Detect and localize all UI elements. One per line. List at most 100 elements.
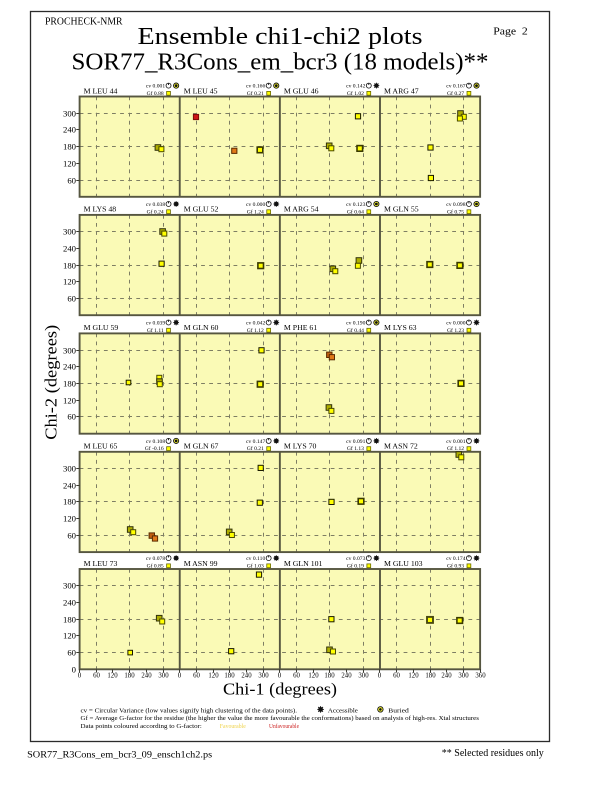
svg-text:M LEU 73: M LEU 73 (84, 559, 118, 568)
svg-text:Accessible: Accessible (328, 708, 358, 715)
svg-text:M GLU 52: M GLU 52 (184, 205, 219, 214)
svg-text:360: 360 (475, 673, 486, 680)
svg-text:300: 300 (63, 227, 77, 237)
svg-text:Gf = Average G-factor for the: Gf = Average G-factor for the residue (t… (81, 715, 480, 722)
svg-text:180: 180 (63, 615, 77, 625)
svg-text:Gf 1.23: Gf 1.23 (447, 327, 464, 334)
svg-text:cv = Circular Variance (low va: cv = Circular Variance (low values signi… (81, 708, 298, 715)
svg-text:cv 0.001: cv 0.001 (446, 439, 465, 445)
svg-text:M ASN 99: M ASN 99 (184, 559, 218, 568)
svg-text:0: 0 (278, 673, 282, 680)
svg-text:60: 60 (67, 294, 76, 304)
svg-text:cv 0.098: cv 0.098 (446, 202, 465, 208)
svg-text:240: 240 (63, 244, 77, 254)
svg-text:60: 60 (67, 176, 76, 186)
svg-text:180: 180 (124, 673, 135, 680)
svg-text:Buried: Buried (388, 708, 410, 715)
svg-text:120: 120 (107, 673, 118, 680)
svg-text:M LYS 48: M LYS 48 (84, 205, 117, 214)
svg-text:M GLN 60: M GLN 60 (184, 323, 219, 332)
svg-text:Data points coloured according: Data points coloured according to G-fact… (81, 723, 203, 730)
svg-text:cv 0.108: cv 0.108 (146, 439, 165, 445)
svg-text:300: 300 (358, 673, 369, 680)
svg-text:240: 240 (63, 362, 77, 372)
svg-text:cv 0.091: cv 0.091 (346, 439, 365, 445)
svg-text:60: 60 (67, 531, 76, 541)
svg-text:Page 2: Page 2 (493, 27, 528, 38)
svg-text:M ARG 54: M ARG 54 (284, 205, 319, 214)
svg-text:Ensemble chi1-chi2 plots: Ensemble chi1-chi2 plots (138, 23, 423, 50)
svg-text:Gf 1.03: Gf 1.03 (247, 562, 264, 569)
svg-text:SOR77_R3Cons_em_bcr3 (18 model: SOR77_R3Cons_em_bcr3 (18 models)** (72, 49, 489, 76)
svg-text:Gf 0.19: Gf 0.19 (347, 562, 364, 569)
svg-text:240: 240 (141, 673, 152, 680)
svg-text:Gf 0.93: Gf 0.93 (447, 562, 464, 569)
svg-text:60: 60 (67, 648, 76, 658)
svg-text:300: 300 (458, 673, 469, 680)
svg-text:cv 0.142: cv 0.142 (346, 84, 365, 90)
svg-text:Favourable: Favourable (220, 723, 246, 730)
svg-text:300: 300 (63, 109, 77, 119)
svg-text:240: 240 (441, 673, 452, 680)
svg-text:Unfavourable: Unfavourable (269, 723, 299, 730)
svg-text:M GLN 67: M GLN 67 (184, 442, 219, 451)
svg-text:60: 60 (293, 673, 300, 680)
svg-text:Gf 0.85: Gf 0.85 (147, 562, 164, 569)
svg-text:Gf 1.24: Gf 1.24 (247, 208, 264, 215)
svg-text:M ARG 47: M ARG 47 (384, 86, 419, 95)
svg-text:180: 180 (425, 673, 436, 680)
svg-text:cv 0.073: cv 0.073 (346, 556, 365, 562)
svg-text:240: 240 (241, 673, 252, 680)
svg-text:300: 300 (258, 673, 269, 680)
svg-text:cv 0.174: cv 0.174 (446, 556, 465, 562)
svg-text:cv 0.001: cv 0.001 (146, 84, 165, 90)
svg-text:Gf 0.88: Gf 0.88 (147, 90, 164, 97)
svg-text:cv 0.167: cv 0.167 (446, 84, 465, 90)
svg-text:cv 0.078: cv 0.078 (146, 556, 165, 562)
svg-text:M GLN 101: M GLN 101 (284, 559, 323, 568)
svg-text:Gf 0.75: Gf 0.75 (447, 208, 464, 215)
svg-text:cv 0.038: cv 0.038 (146, 202, 165, 208)
svg-text:0: 0 (378, 673, 382, 680)
svg-text:120: 120 (308, 673, 319, 680)
svg-text:240: 240 (63, 481, 77, 491)
svg-text:M ASN 72: M ASN 72 (384, 442, 418, 451)
svg-text:Gf 1.13: Gf 1.13 (347, 445, 364, 452)
svg-text:M GLU 46: M GLU 46 (284, 86, 319, 95)
svg-text:120: 120 (63, 159, 77, 169)
svg-text:Gf 1.12: Gf 1.12 (447, 445, 464, 452)
svg-text:60: 60 (193, 673, 200, 680)
svg-text:cv 0.039: cv 0.039 (146, 321, 165, 327)
svg-text:0: 0 (178, 673, 182, 680)
svg-text:M LEU 44: M LEU 44 (84, 86, 118, 95)
svg-text:M LEU 65: M LEU 65 (84, 442, 118, 451)
svg-text:M GLU 103: M GLU 103 (384, 559, 423, 568)
svg-text:Chi-2 (degrees): Chi-2 (degrees) (42, 325, 61, 440)
svg-text:240: 240 (63, 598, 77, 608)
svg-text:Gf 0.64: Gf 0.64 (347, 208, 364, 215)
svg-text:cv 0.000: cv 0.000 (446, 321, 465, 327)
svg-text:SOR77_R3Cons_em_bcr3_09_ensch1: SOR77_R3Cons_em_bcr3_09_ensch1ch2.ps (27, 751, 212, 761)
svg-text:Chi-1 (degrees): Chi-1 (degrees) (223, 680, 337, 699)
svg-text:PROCHECK-NMR: PROCHECK-NMR (45, 16, 123, 27)
svg-text:240: 240 (341, 673, 352, 680)
svg-text:M GLU 59: M GLU 59 (84, 323, 119, 332)
svg-text:** Selected residues only: ** Selected residues only (442, 747, 544, 759)
svg-text:M PHE 61: M PHE 61 (284, 323, 317, 332)
svg-text:120: 120 (63, 514, 77, 524)
svg-text:180: 180 (224, 673, 235, 680)
svg-text:M LEU 45: M LEU 45 (184, 86, 218, 95)
svg-text:60: 60 (93, 673, 100, 680)
svg-text:Gf 0.21: Gf 0.21 (247, 90, 264, 97)
svg-text:300: 300 (63, 346, 77, 356)
svg-text:cv 0.123: cv 0.123 (346, 202, 365, 208)
svg-text:0: 0 (72, 664, 77, 674)
svg-text:180: 180 (63, 142, 77, 152)
svg-text:60: 60 (67, 412, 76, 422)
svg-text:240: 240 (63, 125, 77, 135)
svg-text:Gf -0.16: Gf -0.16 (145, 445, 164, 452)
svg-text:Gf 1.02: Gf 1.02 (347, 90, 364, 97)
svg-text:180: 180 (63, 379, 77, 389)
svg-text:Gf 0.27: Gf 0.27 (447, 90, 464, 97)
svg-text:cv 0.042: cv 0.042 (246, 321, 265, 327)
